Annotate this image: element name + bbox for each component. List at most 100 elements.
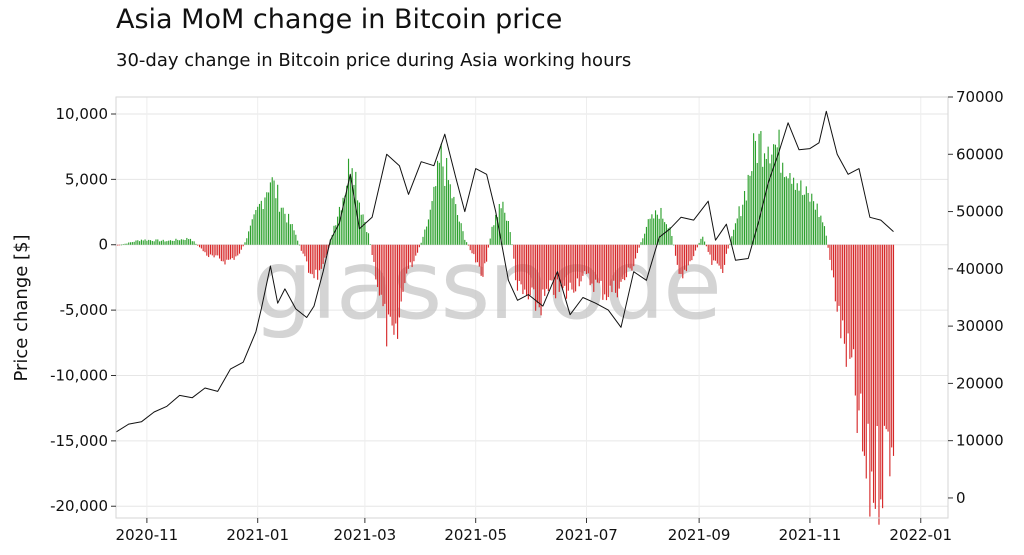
bar-negative (691, 244, 693, 261)
bar-positive (191, 241, 193, 245)
bar-positive (140, 239, 142, 245)
bar-negative (400, 244, 402, 302)
bar-negative (878, 244, 880, 525)
bar-negative (720, 244, 722, 269)
x-tick-label: 2021-03 (334, 526, 397, 544)
bar-negative (391, 244, 393, 326)
bar-positive (298, 244, 301, 246)
bar-positive (271, 177, 273, 245)
bar-positive (765, 158, 767, 245)
bar-negative (638, 244, 640, 248)
bar-negative (478, 244, 480, 267)
bar-positive (642, 238, 644, 245)
bar-negative (242, 244, 244, 247)
x-tick-label: 2021-07 (555, 526, 618, 544)
y2-tick-label: 40000 (956, 260, 1004, 278)
bar-negative (395, 244, 397, 324)
bar-negative (518, 244, 520, 282)
y-axis-label: Price change [$] (11, 234, 32, 381)
bar-positive (805, 186, 807, 245)
bar-positive (139, 241, 141, 245)
y-tick-label: -20,000 (50, 497, 108, 515)
bar-positive (360, 214, 362, 245)
bar-negative (525, 244, 528, 296)
watermark: glassnode (252, 229, 720, 341)
bar-positive (466, 242, 468, 245)
bar-positive (645, 226, 648, 245)
bar-negative (876, 244, 878, 427)
bar-positive (351, 168, 353, 245)
bar-positive (260, 200, 262, 245)
bar-negative (576, 244, 578, 279)
bar-negative (569, 244, 571, 283)
bar-positive (498, 203, 500, 245)
x-tick-label: 2021-01 (226, 526, 289, 544)
bar-positive (424, 229, 426, 245)
bar-negative (615, 244, 617, 293)
bar-negative (211, 244, 213, 256)
bars (115, 129, 895, 525)
bar-negative (202, 244, 204, 252)
bar-negative (373, 244, 375, 262)
bar-negative (473, 244, 475, 255)
bar-negative (377, 244, 379, 288)
bar-negative (600, 244, 602, 281)
bar-negative (580, 244, 582, 282)
bar-positive (426, 226, 428, 245)
bar-positive (778, 129, 780, 245)
bar-negative (229, 244, 232, 260)
bar-positive (367, 233, 370, 245)
bar-negative (206, 244, 208, 256)
bar-negative (304, 244, 306, 257)
bar-negative (320, 244, 322, 269)
bar-positive (451, 198, 453, 245)
bar-negative (231, 244, 233, 259)
bar-negative (228, 244, 230, 260)
bar-negative (832, 244, 835, 278)
bar-positive (353, 184, 355, 245)
bar-negative (224, 244, 226, 265)
bar-positive (151, 240, 153, 245)
bar-positive (760, 131, 762, 245)
bar-positive (244, 242, 246, 245)
bar-negative (565, 244, 568, 299)
bar-positive (149, 240, 152, 245)
bar-negative (308, 244, 310, 273)
bar-positive (293, 230, 295, 245)
bar-positive (825, 235, 827, 245)
bar-negative (487, 244, 489, 248)
bar-positive (455, 204, 457, 245)
bar-negative (714, 244, 717, 261)
bar-positive (420, 242, 422, 245)
bar-negative (524, 244, 526, 290)
bar-negative (538, 244, 540, 308)
bar-negative (398, 244, 400, 318)
bar-positive (733, 229, 735, 245)
bar-positive (344, 195, 346, 245)
bar-positive (729, 243, 731, 245)
bar-negative (218, 244, 221, 259)
bar-negative (883, 244, 885, 426)
bar-negative (582, 244, 584, 276)
bar-positive (740, 216, 742, 245)
bar-positive (662, 218, 664, 245)
bar-negative (709, 244, 711, 255)
y-tick-label: 5,000 (65, 170, 108, 188)
bar-negative (595, 244, 597, 280)
y-tick-label: -15,000 (50, 432, 108, 450)
bar-positive (787, 178, 789, 245)
plot-frame (115, 96, 949, 519)
bar-negative (694, 244, 697, 251)
bar-positive (273, 180, 275, 245)
bar-positive (658, 218, 660, 245)
bar-positive (820, 215, 822, 245)
bar-positive (159, 241, 161, 245)
bar-positive (702, 236, 704, 245)
bar-positive (166, 241, 168, 245)
bar-positive (671, 235, 673, 245)
bar-negative (571, 244, 573, 290)
bar-positive (142, 240, 144, 245)
bar-positive (500, 208, 502, 245)
bar-positive (698, 242, 700, 245)
bar-positive (818, 217, 820, 245)
